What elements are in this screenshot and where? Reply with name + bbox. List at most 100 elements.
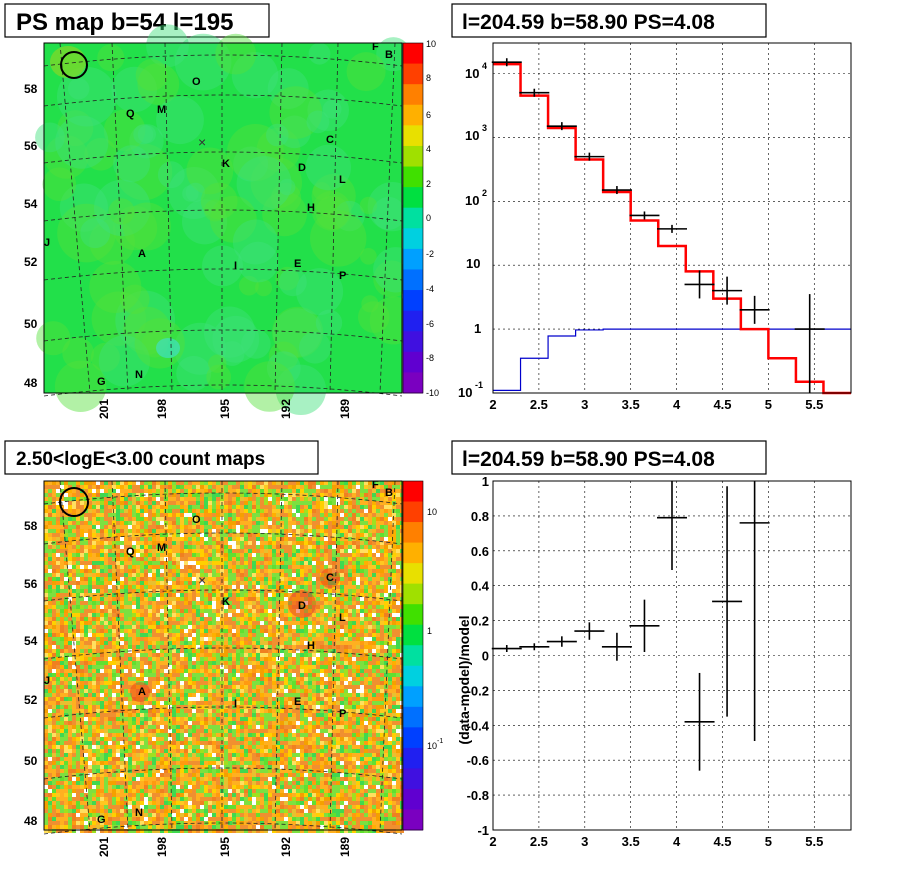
count-pixel xyxy=(44,493,48,497)
count-pixel xyxy=(112,565,116,569)
count-pixel xyxy=(288,513,292,517)
count-pixel xyxy=(200,629,204,633)
count-pixel xyxy=(260,665,264,669)
count-pixel xyxy=(296,485,300,489)
count-pixel xyxy=(92,581,96,585)
count-pixel xyxy=(380,593,384,597)
count-pixel xyxy=(124,673,128,677)
count-pixel xyxy=(128,653,132,657)
count-pixel xyxy=(124,617,128,621)
count-pixel xyxy=(224,637,228,641)
count-pixel xyxy=(260,601,264,605)
count-pixel xyxy=(180,501,184,505)
count-pixel xyxy=(280,649,284,653)
count-pixel xyxy=(348,577,352,581)
count-pixel xyxy=(104,537,108,541)
count-pixel xyxy=(256,653,260,657)
count-pixel xyxy=(296,481,300,485)
count-pixel xyxy=(392,617,396,621)
count-pixel xyxy=(132,493,136,497)
count-pixel xyxy=(180,637,184,641)
count-pixel xyxy=(348,609,352,613)
count-pixel xyxy=(244,545,248,549)
count-pixel xyxy=(96,521,100,525)
count-pixel xyxy=(344,489,348,493)
count-pixel xyxy=(324,621,328,625)
count-pixel xyxy=(56,601,60,605)
count-pixel xyxy=(184,485,188,489)
count-pixel xyxy=(200,525,204,529)
count-pixel xyxy=(140,593,144,597)
count-pixel xyxy=(144,509,148,513)
count-pixel xyxy=(120,613,124,617)
count-pixel xyxy=(52,581,56,585)
count-pixel xyxy=(308,557,312,561)
count-pixel xyxy=(64,657,68,661)
count-pixel xyxy=(180,565,184,569)
count-pixel xyxy=(312,673,316,677)
count-pixel xyxy=(208,533,212,537)
count-pixel xyxy=(184,597,188,601)
count-pixel xyxy=(60,533,64,537)
count-pixel xyxy=(340,661,344,665)
count-pixel xyxy=(248,557,252,561)
count-pixel xyxy=(284,573,288,577)
count-pixel xyxy=(208,633,212,637)
count-pixel xyxy=(352,561,356,565)
count-pixel xyxy=(244,557,248,561)
count-pixel xyxy=(304,569,308,573)
count-pixel xyxy=(148,509,152,513)
count-pixel xyxy=(248,561,252,565)
count-pixel xyxy=(324,689,328,693)
count-pixel xyxy=(376,657,380,661)
count-pixel xyxy=(216,609,220,613)
count-pixel xyxy=(72,501,76,505)
count-pixel xyxy=(396,649,400,653)
count-pixel xyxy=(200,601,204,605)
count-pixel xyxy=(116,589,120,593)
count-pixel xyxy=(352,533,356,537)
count-pixel xyxy=(312,593,316,597)
count-pixel xyxy=(388,689,392,693)
count-pixel xyxy=(340,665,344,669)
count-pixel xyxy=(124,657,128,661)
count-pixel xyxy=(84,649,88,653)
count-pixel xyxy=(76,561,80,565)
count-pixel xyxy=(364,489,368,493)
count-pixel xyxy=(292,685,296,689)
count-pixel xyxy=(140,501,144,505)
count-pixel xyxy=(244,501,248,505)
count-pixel xyxy=(100,657,104,661)
count-pixel xyxy=(116,565,120,569)
count-pixel xyxy=(268,481,272,485)
count-pixel xyxy=(72,489,76,493)
map-patch xyxy=(312,182,331,201)
count-pixel xyxy=(48,653,52,657)
count-pixel xyxy=(376,593,380,597)
count-pixel xyxy=(188,657,192,661)
count-pixel xyxy=(60,629,64,633)
count-pixel xyxy=(200,505,204,509)
count-pixel xyxy=(252,509,256,513)
count-pixel xyxy=(228,585,232,589)
count-pixel xyxy=(152,561,156,565)
count-pixel xyxy=(364,681,368,685)
count-pixel xyxy=(48,569,52,573)
count-pixel xyxy=(296,581,300,585)
count-pixel xyxy=(224,673,228,677)
count-pixel xyxy=(140,665,144,669)
count-pixel xyxy=(380,553,384,557)
count-pixel xyxy=(300,525,304,529)
count-pixel xyxy=(104,553,108,557)
count-pixel xyxy=(332,637,336,641)
count-pixel xyxy=(96,689,100,693)
count-pixel xyxy=(48,677,52,681)
count-pixel xyxy=(396,689,400,693)
count-pixel xyxy=(380,601,384,605)
count-pixel xyxy=(248,629,252,633)
count-pixel xyxy=(364,633,368,637)
count-pixel xyxy=(256,681,260,685)
count-pixel xyxy=(204,685,208,689)
count-pixel xyxy=(228,573,232,577)
count-pixel xyxy=(68,549,72,553)
